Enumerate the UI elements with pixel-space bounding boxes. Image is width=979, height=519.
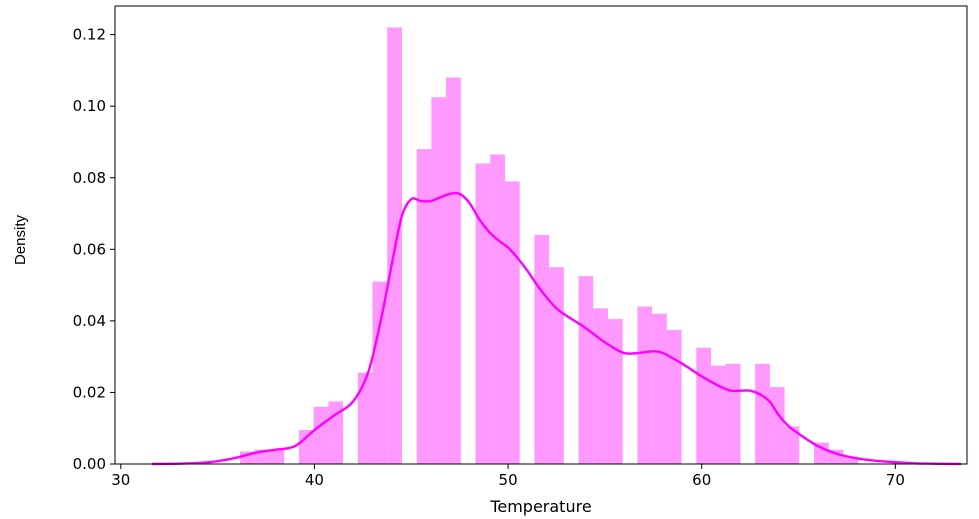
histogram-bar — [843, 456, 859, 464]
x-tick-label: 50 — [499, 471, 518, 489]
y-tick-label: 0.08 — [73, 169, 106, 187]
y-tick-label: 0.04 — [73, 312, 106, 330]
histogram-bar — [431, 97, 447, 464]
plot-frame — [114, 5, 968, 465]
x-tick-label: 70 — [886, 471, 905, 489]
histogram-bar — [372, 281, 388, 464]
y-axis-ticks: 0.00 0.02 0.04 0.06 0.08 0.10 0.12 — [73, 26, 115, 473]
histogram-bar — [755, 363, 770, 464]
histogram-bar — [696, 347, 712, 464]
histogram-bar — [416, 149, 432, 464]
histogram-bar — [607, 319, 623, 464]
y-tick-label: 0.02 — [73, 383, 106, 401]
histogram-bar — [711, 365, 726, 464]
kde-line — [151, 191, 962, 466]
x-tick-label: 60 — [692, 471, 711, 489]
histogram-bar — [814, 442, 829, 464]
histogram-bar — [446, 77, 461, 464]
histogram-bar — [784, 426, 800, 464]
histogram-bar — [534, 235, 550, 464]
histogram-bar — [490, 154, 505, 464]
histogram-bar — [652, 313, 667, 464]
histogram-bar — [475, 163, 491, 464]
histogram-bar — [298, 430, 314, 464]
histogram-bar — [504, 181, 520, 464]
histogram-bar — [269, 449, 285, 464]
y-tick-label: 0.12 — [73, 26, 106, 44]
y-tick-label: 0.06 — [73, 240, 106, 258]
histogram-bar — [666, 329, 682, 464]
y-tick-label: 0.10 — [73, 97, 106, 115]
histogram-bar — [769, 387, 785, 464]
x-axis-ticks: 30 40 50 60 70 — [111, 464, 905, 489]
histogram-bar — [578, 276, 594, 464]
x-tick-label: 30 — [111, 471, 130, 489]
histogram-bar — [593, 308, 608, 464]
y-axis-title: Density — [12, 214, 29, 265]
histogram-bar — [637, 306, 653, 464]
y-tick-label: 0.00 — [73, 455, 106, 473]
x-axis-title: Temperature — [489, 497, 591, 516]
histogram-bar — [725, 363, 741, 464]
x-tick-label: 40 — [305, 471, 324, 489]
histogram-bar — [313, 406, 329, 464]
histogram-bar — [357, 372, 373, 464]
histogram-bar — [549, 267, 564, 464]
